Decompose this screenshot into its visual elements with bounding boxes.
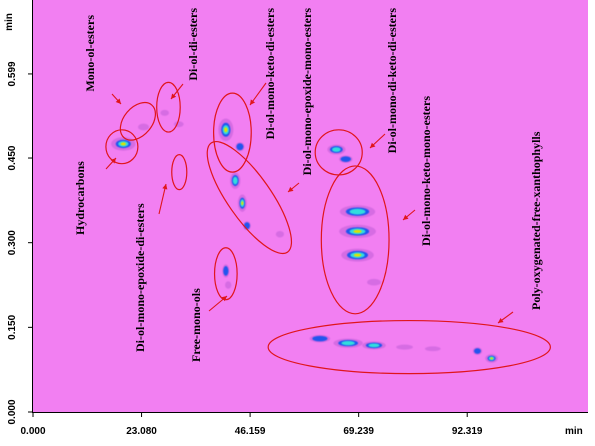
- data-spot: [367, 278, 381, 286]
- data-spot: [120, 142, 126, 146]
- y-tick-label: 0.599: [7, 61, 18, 86]
- arrow-head: [498, 317, 504, 323]
- y-tick-layer: 0.000 0.150 0.300 0.450 0.599: [7, 61, 33, 425]
- compound-class-label: Hydrocarbons: [73, 161, 87, 235]
- data-spot: [424, 346, 441, 352]
- arrow-head: [250, 99, 256, 105]
- data-spot: [223, 266, 229, 276]
- data-spot: [353, 253, 362, 257]
- arrow-layer: [105, 82, 514, 324]
- data-spot: [275, 230, 284, 238]
- arrow-head: [403, 214, 409, 220]
- plot-background: [33, 0, 588, 412]
- region-ellipse: [206, 140, 293, 255]
- region-ellipse: [267, 319, 551, 375]
- data-spot: [224, 127, 228, 133]
- data-spot: [490, 357, 494, 360]
- region-ellipse: [105, 129, 139, 165]
- x-tick-label: 46.159: [235, 426, 266, 437]
- compound-class-label: Di-ol-mono-epoxide-mono-esters: [300, 8, 314, 176]
- region-ellipse: [156, 81, 181, 133]
- arrow-head: [115, 98, 121, 104]
- region-ellipse: [119, 101, 157, 141]
- y-tick-label: 0.450: [7, 145, 18, 170]
- compound-class-label: Di-ol-mono-keto-mono-esters: [419, 96, 433, 246]
- x-axis-unit: min: [565, 426, 583, 437]
- data-spot: [241, 201, 244, 206]
- arrow-head: [162, 184, 168, 190]
- compound-class-label: Free-mono-ols: [189, 288, 203, 362]
- data-spot: [137, 123, 150, 131]
- data-spot: [232, 176, 238, 185]
- x-tick-label: 0.000: [20, 426, 45, 437]
- data-spot: [160, 109, 169, 116]
- ellipse-layer: [105, 81, 551, 375]
- compound-class-label: Poly-oxygenated-free-xanthophylls: [529, 131, 543, 310]
- region-ellipse: [213, 92, 252, 173]
- arrow-head: [110, 158, 116, 164]
- region-ellipse: [320, 165, 390, 315]
- y-tick-label: 0.000: [7, 399, 18, 424]
- compound-class-label: Di-ol-mono-epoxide-di-esters: [133, 203, 147, 352]
- data-spot: [341, 341, 355, 346]
- data-spot: [244, 222, 250, 230]
- x-tick-label: 92.319: [452, 426, 483, 437]
- spot-layer: [111, 109, 498, 363]
- y-tick-label: 0.300: [7, 230, 18, 255]
- data-spot: [332, 147, 341, 152]
- arrow-head: [221, 296, 227, 302]
- data-spot: [473, 348, 481, 354]
- y-axis-unit: min: [4, 13, 15, 31]
- region-ellipse: [171, 154, 188, 191]
- compound-class-label: Di-ol-mono-di-keto-di-esters: [385, 8, 399, 154]
- region-ellipse: [213, 247, 238, 301]
- compound-class-label: Mono-ol-esters: [83, 15, 97, 92]
- arrow-head: [370, 142, 376, 148]
- annotation-layer: Mono-ol-esters Di-ol-di-esters Hydrocarbon…: [73, 8, 543, 362]
- data-spot: [236, 143, 244, 151]
- data-spot: [340, 156, 352, 162]
- arrow-head: [288, 186, 294, 192]
- x-tick-layer: 0.000 23.080 46.159 69.239 92.319: [20, 412, 483, 437]
- data-spot: [312, 335, 328, 342]
- compound-class-label: Di-ol-mono-keto-di-esters: [263, 8, 277, 140]
- data-spot: [225, 281, 232, 289]
- data-spot: [349, 208, 366, 215]
- y-tick-label: 0.150: [7, 314, 18, 339]
- data-spot: [396, 344, 413, 350]
- x-tick-label: 69.239: [343, 426, 374, 437]
- data-spot: [368, 343, 380, 348]
- x-tick-label: 23.080: [126, 426, 157, 437]
- arrow-head: [171, 93, 177, 99]
- compound-class-label: Di-ol-di-esters: [186, 8, 200, 81]
- data-spot: [353, 229, 362, 233]
- pointer-arrow: [158, 183, 167, 215]
